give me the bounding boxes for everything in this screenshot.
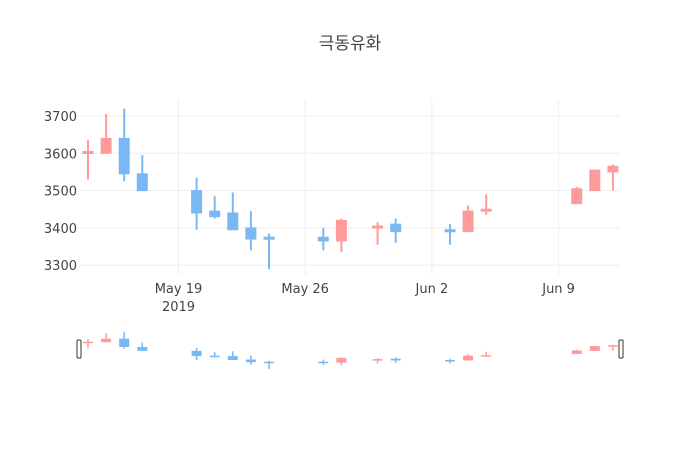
chart-title: 극동유화 — [319, 34, 382, 54]
grid-lines — [80, 100, 620, 275]
slider-candle — [607, 344, 618, 351]
slider-candle — [336, 357, 347, 366]
slider-candle — [390, 357, 401, 364]
slider-left-handle[interactable] — [76, 339, 82, 359]
slider-candle — [318, 359, 329, 365]
candle[interactable] — [480, 194, 492, 215]
y-tick-label: 3600 — [44, 147, 77, 162]
x-tick-label: Jun 2 — [415, 282, 449, 297]
candles-main[interactable] — [82, 108, 619, 269]
candle[interactable] — [372, 222, 384, 245]
y-tick-label: 3500 — [44, 185, 77, 200]
candle[interactable] — [263, 233, 275, 269]
candle[interactable] — [245, 211, 257, 251]
candle[interactable] — [118, 108, 130, 182]
y-axis: 3300 3400 3500 3600 3700 — [44, 110, 77, 274]
candle[interactable] — [444, 224, 456, 245]
candle[interactable] — [390, 218, 402, 243]
slider-candle — [372, 358, 383, 364]
slider-candle — [209, 352, 220, 358]
slider-candle — [101, 333, 112, 343]
candle[interactable] — [317, 227, 329, 251]
candle[interactable] — [462, 205, 474, 233]
slider-candle — [571, 350, 582, 354]
slider-candle — [137, 342, 148, 351]
candle[interactable] — [227, 192, 239, 231]
slider-candle — [227, 351, 238, 360]
slider-candle — [83, 339, 93, 349]
slider-candle — [445, 358, 455, 364]
slider-candle — [463, 354, 474, 361]
y-tick-label: 3700 — [44, 110, 77, 125]
slider-candle — [119, 331, 130, 349]
y-tick-label: 3300 — [44, 259, 77, 274]
candle[interactable] — [136, 155, 148, 192]
x-axis: May 19 2019 May 26 Jun 2 Jun 9 — [155, 282, 575, 315]
candle[interactable] — [191, 177, 203, 230]
slider-candle — [245, 355, 256, 365]
x-tick-label: May 19 — [155, 282, 203, 297]
candle[interactable] — [209, 196, 221, 219]
slider-right-handle[interactable] — [618, 339, 624, 359]
range-slider[interactable] — [76, 331, 624, 370]
candle[interactable] — [571, 186, 583, 205]
candle[interactable] — [335, 218, 347, 253]
slider-candle — [264, 360, 274, 370]
y-tick-label: 3400 — [44, 222, 77, 237]
slider-candle — [481, 351, 492, 357]
candle[interactable] — [100, 114, 112, 154]
x-tick-label: May 26 — [281, 282, 329, 297]
candle[interactable] — [82, 140, 94, 180]
slider-candle — [589, 346, 600, 351]
slider-candle — [191, 347, 202, 360]
x-tick-year: 2019 — [162, 300, 195, 315]
x-tick-label: Jun 9 — [541, 282, 575, 297]
candle[interactable] — [589, 169, 601, 192]
candle[interactable] — [607, 164, 619, 191]
